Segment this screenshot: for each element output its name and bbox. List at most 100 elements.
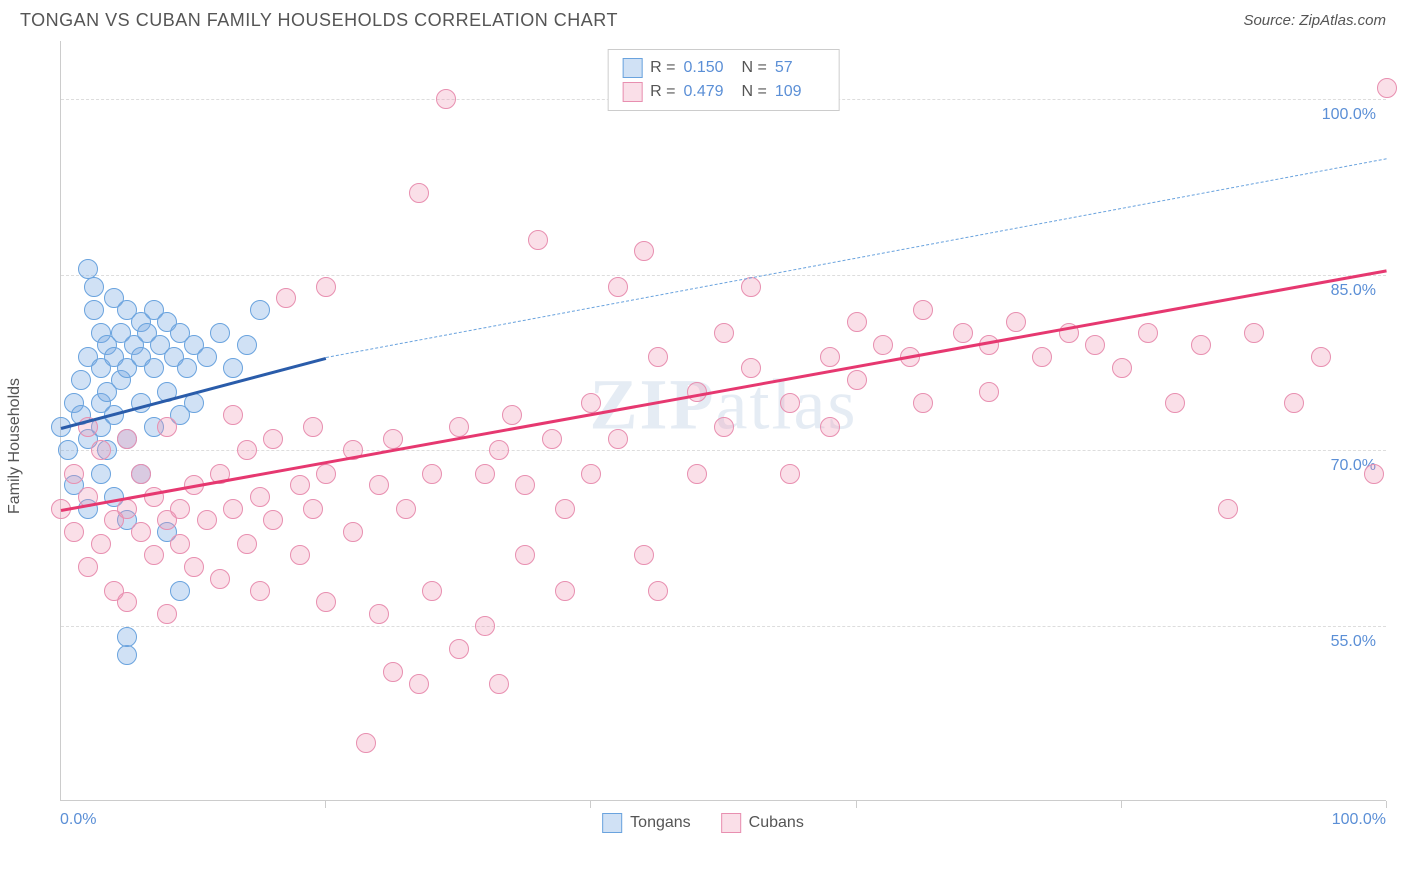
x-tick-mark [325,801,326,808]
data-point [117,645,137,665]
data-point [197,347,217,367]
legend-series-label: Cubans [749,814,804,832]
data-point [714,417,734,437]
data-point [237,440,257,460]
data-point [741,358,761,378]
data-point [157,417,177,437]
y-axis-label: Family Households [6,378,24,514]
data-point [78,557,98,577]
data-point [303,417,323,437]
chart-source: Source: ZipAtlas.com [1243,12,1386,29]
data-point [91,464,111,484]
data-point [210,323,230,343]
data-point [117,429,137,449]
data-point [475,464,495,484]
data-point [369,604,389,624]
data-point [237,335,257,355]
data-point [316,277,336,297]
data-point [780,393,800,413]
legend-series-item: Cubans [721,813,804,833]
data-point [184,557,204,577]
x-tick-mark [590,801,591,808]
y-tick-label: 100.0% [1322,106,1376,124]
data-point [263,510,283,530]
data-point [316,592,336,612]
data-point [608,277,628,297]
data-point [913,300,933,320]
data-point [489,440,509,460]
data-point [223,405,243,425]
data-point [157,604,177,624]
data-point [64,464,84,484]
legend-n-label: N = [742,83,767,101]
x-tick-mark [1386,801,1387,808]
legend-swatch [602,813,622,833]
data-point [847,370,867,390]
data-point [409,183,429,203]
legend-r-label: R = [650,59,675,77]
x-tick-mark [856,801,857,808]
legend-n-value: 109 [775,83,825,101]
data-point [648,347,668,367]
data-point [64,522,84,542]
data-point [820,347,840,367]
data-point [356,733,376,753]
data-point [515,475,535,495]
gridline-horizontal [61,450,1386,451]
data-point [1311,347,1331,367]
chart-title: TONGAN VS CUBAN FAMILY HOUSEHOLDS CORREL… [20,10,618,31]
data-point [263,429,283,449]
data-point [847,312,867,332]
data-point [117,627,137,647]
legend-n-value: 57 [775,59,825,77]
data-point [290,545,310,565]
data-point [1032,347,1052,367]
data-point [820,417,840,437]
data-point [1138,323,1158,343]
data-point [581,393,601,413]
legend-r-value: 0.479 [684,83,734,101]
legend-series-label: Tongans [630,814,691,832]
legend-stat-row: R = 0.479 N = 109 [622,80,825,104]
data-point [91,534,111,554]
data-point [383,429,403,449]
data-point [528,230,548,250]
data-point [71,370,91,390]
legend-stat-row: R =0.150N =57 [622,56,825,80]
data-point [714,323,734,343]
data-point [369,475,389,495]
legend-r-label: R = [650,83,675,101]
data-point [581,464,601,484]
data-point [1244,323,1264,343]
data-point [84,300,104,320]
data-point [608,429,628,449]
data-point [449,417,469,437]
legend-n-label: N = [742,59,767,77]
data-point [1191,335,1211,355]
data-point [1112,358,1132,378]
legend-swatch [721,813,741,833]
data-point [648,581,668,601]
data-point [197,510,217,530]
data-point [436,89,456,109]
data-point [170,499,190,519]
data-point [383,662,403,682]
data-point [489,674,509,694]
data-point [237,534,257,554]
data-point [542,429,562,449]
data-point [634,241,654,261]
data-point [91,440,111,460]
data-point [953,323,973,343]
data-point [913,393,933,413]
data-point [422,464,442,484]
data-point [449,639,469,659]
data-point [1165,393,1185,413]
data-point [979,382,999,402]
y-tick-label: 55.0% [1331,633,1376,651]
data-point [502,405,522,425]
data-point [343,522,363,542]
data-point [303,499,323,519]
data-point [117,499,137,519]
data-point [1006,312,1026,332]
data-point [555,581,575,601]
